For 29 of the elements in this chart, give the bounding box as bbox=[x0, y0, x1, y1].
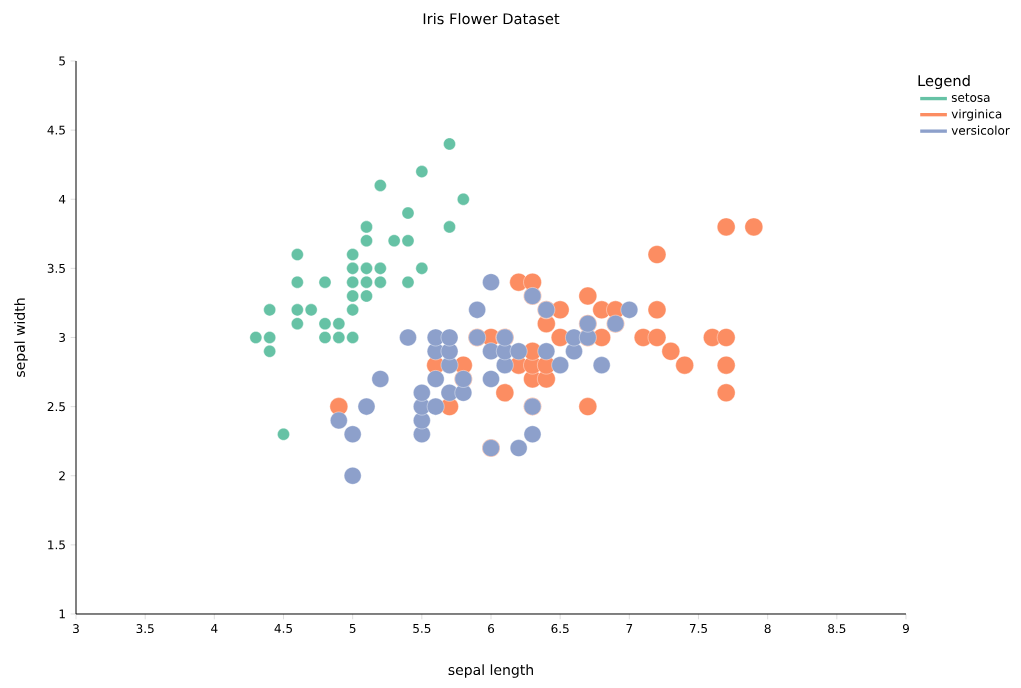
y-tick-label: 3 bbox=[59, 332, 65, 343]
x-tick-label: 3.5 bbox=[136, 624, 154, 634]
y-tick-label: 1 bbox=[59, 609, 65, 619]
x-tick-label: 7.5 bbox=[689, 624, 707, 633]
y-tick-label: 5 bbox=[59, 56, 65, 66]
chart-title: Iris Flower Dataset bbox=[423, 12, 560, 25]
x-axis-title: sepal length bbox=[448, 664, 533, 678]
x-tick-label: 5.5 bbox=[413, 624, 431, 633]
x-tick-label: 4.5 bbox=[274, 624, 292, 633]
x-tick-label: 3 bbox=[73, 624, 79, 634]
x-tick-label: 6.5 bbox=[551, 624, 569, 634]
y-axis-title: sepal width bbox=[14, 298, 28, 377]
x-tick-label: 9 bbox=[902, 624, 909, 634]
x-tick-label: 4 bbox=[211, 624, 218, 633]
y-tick-label: 4.5 bbox=[47, 125, 65, 135]
x-tick-label: 5 bbox=[349, 624, 356, 633]
y-tick-label: 2 bbox=[59, 471, 65, 481]
legend-label: versicolor bbox=[951, 125, 1010, 135]
x-tick-label: 8 bbox=[764, 624, 771, 634]
x-tick-label: 8.5 bbox=[828, 624, 846, 634]
x-tick-label: 6 bbox=[488, 624, 495, 634]
y-tick-label: 4 bbox=[58, 194, 66, 204]
y-tick-label: 3.5 bbox=[47, 263, 65, 273]
legend-label: virginica bbox=[951, 109, 1002, 121]
y-tick-label: 1.5 bbox=[48, 540, 65, 550]
y-tick-label: 2.5 bbox=[47, 402, 65, 412]
x-tick-label: 7 bbox=[626, 624, 633, 633]
legend-title: Legend bbox=[918, 74, 970, 90]
legend-label: setosa bbox=[951, 93, 990, 102]
